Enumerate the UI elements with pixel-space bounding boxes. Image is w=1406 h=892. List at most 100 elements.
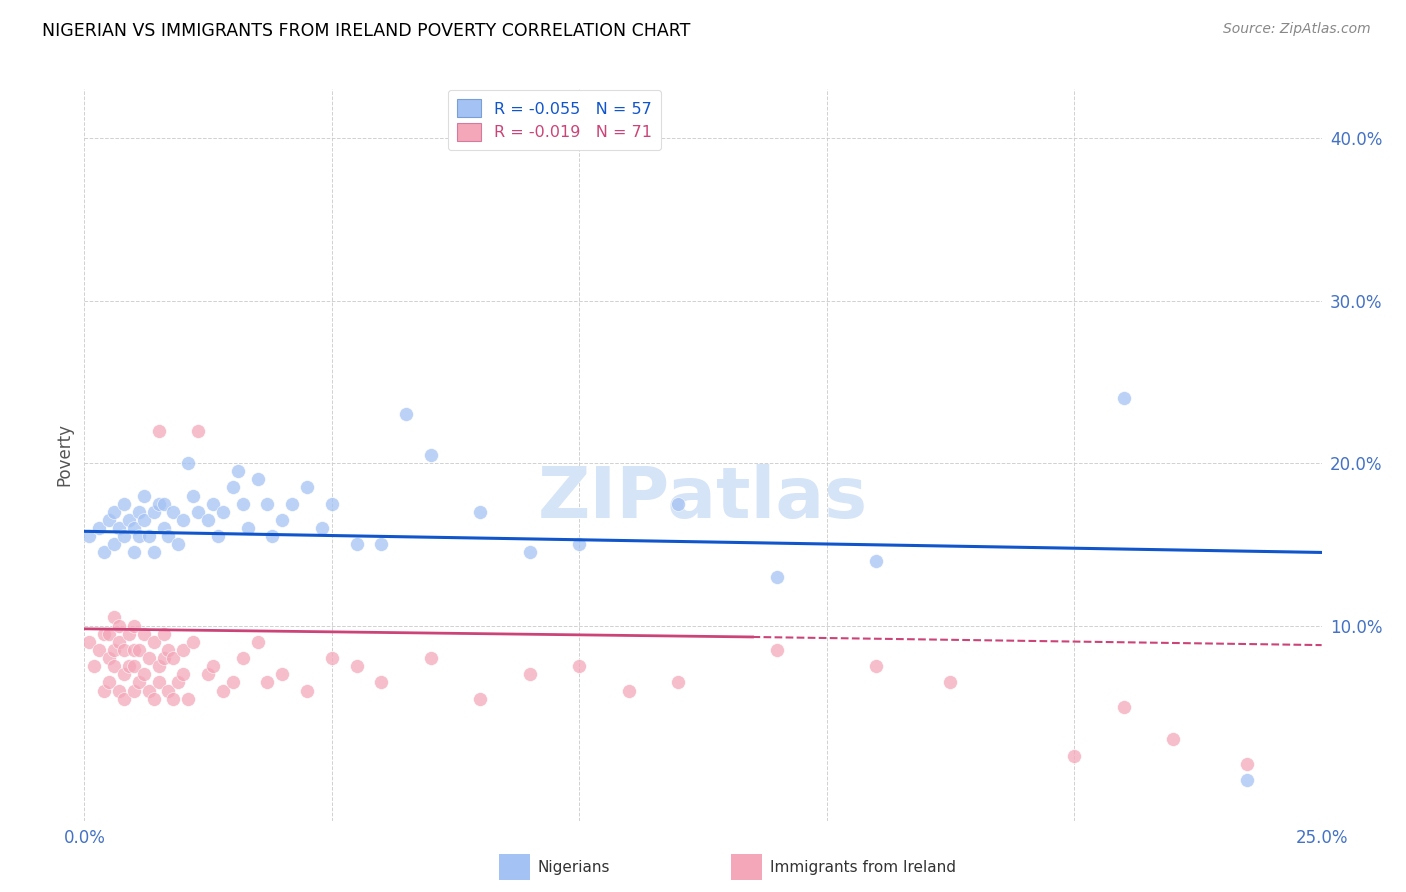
Point: [181, 489, 204, 503]
Point: [295, 683, 318, 698]
Point: [202, 497, 225, 511]
Point: [766, 570, 789, 584]
Point: [395, 407, 418, 421]
Point: [321, 497, 343, 511]
Point: [177, 456, 200, 470]
Point: [346, 537, 368, 551]
Point: [157, 529, 180, 543]
Point: [187, 424, 209, 438]
Point: [128, 643, 150, 657]
Point: [212, 683, 235, 698]
Point: [103, 643, 125, 657]
Point: [128, 505, 150, 519]
Point: [1236, 756, 1258, 771]
Point: [98, 513, 121, 527]
Point: [262, 529, 284, 543]
Point: [222, 480, 245, 494]
Point: [271, 513, 294, 527]
Point: [118, 513, 141, 527]
Point: [568, 659, 591, 673]
Point: [1112, 699, 1135, 714]
Point: [142, 505, 165, 519]
Point: [122, 659, 145, 673]
Point: [152, 497, 174, 511]
Point: [177, 691, 200, 706]
Point: [148, 675, 170, 690]
Point: [346, 659, 368, 673]
Y-axis label: Poverty: Poverty: [55, 424, 73, 486]
Point: [197, 513, 219, 527]
Point: [103, 537, 125, 551]
Point: [470, 505, 492, 519]
Point: [122, 545, 145, 559]
Point: [232, 651, 254, 665]
Point: [132, 513, 155, 527]
Point: [142, 635, 165, 649]
Text: Nigerians: Nigerians: [537, 860, 610, 874]
Point: [766, 643, 789, 657]
Point: [148, 424, 170, 438]
Point: [167, 537, 190, 551]
Point: [232, 497, 254, 511]
Point: [470, 691, 492, 706]
Point: [1063, 748, 1085, 763]
Point: [89, 643, 111, 657]
Point: [226, 464, 249, 478]
Point: [370, 537, 392, 551]
Point: [519, 545, 541, 559]
Point: [666, 675, 689, 690]
Point: [157, 643, 180, 657]
Point: [79, 529, 101, 543]
Point: [108, 618, 131, 632]
Point: [132, 626, 155, 640]
Point: [98, 626, 121, 640]
Point: [865, 553, 887, 567]
Point: [118, 626, 141, 640]
Point: [865, 659, 887, 673]
Point: [256, 497, 278, 511]
Point: [103, 505, 125, 519]
Point: [222, 675, 245, 690]
Point: [172, 513, 194, 527]
Point: [122, 618, 145, 632]
Text: NIGERIAN VS IMMIGRANTS FROM IRELAND POVERTY CORRELATION CHART: NIGERIAN VS IMMIGRANTS FROM IRELAND POVE…: [42, 22, 690, 40]
Point: [108, 683, 131, 698]
Point: [93, 626, 115, 640]
Point: [89, 521, 111, 535]
Point: [108, 635, 131, 649]
Point: [1112, 391, 1135, 405]
Point: [666, 497, 689, 511]
Point: [122, 521, 145, 535]
Legend: R = -0.055   N = 57, R = -0.019   N = 71: R = -0.055 N = 57, R = -0.019 N = 71: [447, 90, 661, 150]
Text: Immigrants from Ireland: Immigrants from Ireland: [770, 860, 956, 874]
Point: [311, 521, 333, 535]
Point: [271, 667, 294, 681]
Point: [108, 521, 131, 535]
Point: [236, 521, 259, 535]
Point: [172, 667, 194, 681]
Point: [152, 626, 174, 640]
Point: [162, 691, 184, 706]
Point: [246, 635, 269, 649]
Point: [128, 529, 150, 543]
Point: [138, 529, 160, 543]
Point: [122, 683, 145, 698]
Point: [142, 545, 165, 559]
Point: [167, 675, 190, 690]
Point: [162, 505, 184, 519]
Point: [187, 505, 209, 519]
Point: [98, 651, 121, 665]
Point: [152, 521, 174, 535]
Point: [321, 651, 343, 665]
Point: [419, 448, 441, 462]
Point: [202, 659, 225, 673]
Point: [281, 497, 304, 511]
Point: [246, 472, 269, 486]
Point: [112, 529, 135, 543]
Point: [112, 643, 135, 657]
Point: [172, 643, 194, 657]
Point: [295, 480, 318, 494]
Point: [142, 691, 165, 706]
Point: [568, 537, 591, 551]
Point: [93, 545, 115, 559]
